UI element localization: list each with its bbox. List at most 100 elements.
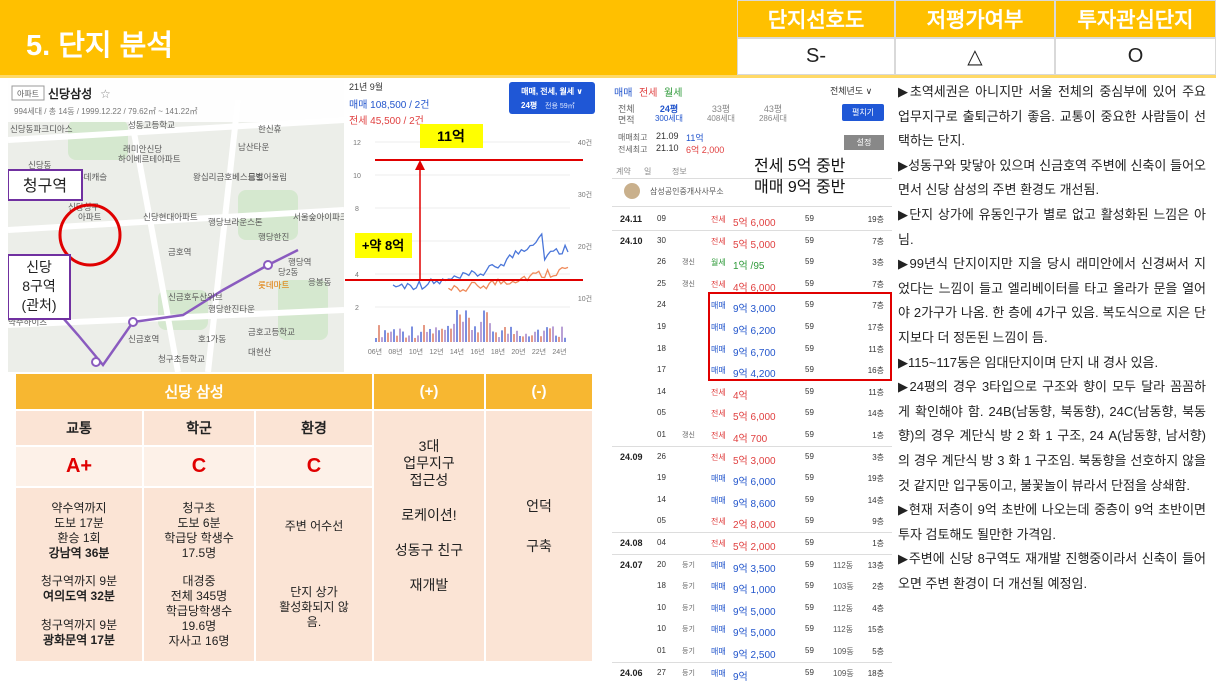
deal-cell: 9억 6,200 (733, 326, 776, 337)
deal-cell: 24.08 (620, 538, 643, 548)
agent-avatar (624, 183, 640, 199)
road (125, 99, 181, 372)
deal-cell: 09 (657, 214, 666, 223)
divider (612, 178, 892, 179)
deal-cell: 매매 (711, 625, 726, 635)
deal-cell: 7층 (872, 236, 884, 246)
deal-cell: 9층 (872, 517, 884, 527)
volume-bar (531, 335, 533, 342)
deal-cell: 59 (805, 516, 814, 526)
volume-bar (456, 310, 458, 342)
detail-line: 환승 1회 (57, 530, 101, 545)
chart-sale: 매매 108,500 / 2건 (349, 99, 429, 111)
volume-bar (537, 329, 539, 342)
category-header: 환경 (255, 410, 373, 446)
period-filter: 전체년도 ∨ (830, 86, 873, 96)
x-tick-label: 16년 (470, 347, 484, 356)
grade: C (143, 446, 255, 487)
volume-bar (402, 331, 404, 342)
map-label: 한신휴 (258, 124, 282, 134)
size-option: 43평 (763, 104, 783, 114)
map-label: 호1가동 (198, 334, 226, 344)
max-label: 전세최고 (618, 145, 648, 154)
volume-bar (444, 329, 446, 342)
agent-name: 삼성공인중개사사무소 (650, 187, 724, 196)
filter-box (509, 82, 595, 114)
deal-cell: 9억 (733, 671, 748, 683)
chart-filter: 매매, 전세, 월세 ∨ (521, 86, 583, 96)
column-header: 계약 (616, 167, 631, 176)
deal-cell: 1층 (872, 431, 884, 440)
deal-cell: 59 (805, 257, 814, 267)
detail-block: 약수역까지 도보 17분 환승 1회 강남역 36분 (49, 501, 110, 561)
deal-cell: 9억 6,700 (733, 347, 776, 359)
minus-item: 구축 (526, 538, 552, 554)
category-header: 교통 (15, 410, 143, 446)
divider (612, 661, 892, 663)
volume-bar (516, 330, 518, 342)
plus-item: 3대 업무지구 접근성 (403, 438, 455, 489)
map-label: 성동고등학교 (128, 120, 175, 130)
volume-bar (459, 314, 461, 342)
deal-cell: 4층 (872, 603, 884, 613)
plus-cell: 3대 업무지구 접근성 로케이션! 성동구 친구 재개발 (373, 410, 485, 662)
deal-cell: 24.07 (620, 559, 643, 570)
x-tick-label: 18년 (491, 347, 505, 356)
deal-cell: 16층 (867, 366, 884, 376)
deal-cell: 3층 (872, 452, 884, 462)
chart-size: 24평 (521, 100, 537, 110)
x-tick-label: 08년 (388, 347, 402, 356)
overlay-note: 매매 9억 중반 (754, 173, 846, 197)
detail-line: 자사고 16명 (168, 633, 230, 648)
deal-cell: 5억 6,000 (733, 218, 776, 229)
deal-cell: 59 (805, 235, 814, 245)
deal-cell: 매매 (711, 474, 726, 484)
deal-cell: 30 (657, 235, 666, 245)
deal-cell: 전세 (711, 452, 726, 462)
volume-bar (483, 310, 485, 342)
chart-jeonse: 전세 45,500 / 2건 (349, 115, 424, 127)
map-tag-box (11, 85, 45, 101)
map-label: 신금호역 (128, 334, 159, 344)
deal-cell: 전세 (711, 279, 726, 289)
deal-cell: 18 (657, 581, 666, 591)
map-label: 행당한진 (258, 232, 289, 242)
deal-cell: 109동 (833, 647, 854, 656)
detail-block: 주변 어수선 (285, 519, 344, 534)
volume-bar (504, 327, 506, 342)
size-option: 33평 (711, 104, 731, 114)
station (263, 260, 273, 270)
volume-bar (423, 325, 425, 342)
map-label: 롯데마트 (258, 280, 289, 290)
map-label: 행당한진타운 (208, 304, 255, 314)
plus-item: 성동구 친구 (395, 542, 463, 559)
plus-line: 성동구 친구 (394, 542, 464, 558)
x-tick-label: 24년 (552, 347, 566, 356)
map-label: 하이베르테아파트 (118, 154, 181, 164)
volume-bar (387, 332, 389, 342)
deal-cell: 59 (805, 365, 814, 375)
map-label: 금호역 (168, 247, 191, 257)
deal-cell: 10 (657, 602, 666, 612)
detail-line: 17.5명 (181, 545, 217, 560)
map-label: 구롯데캐슬 (68, 172, 107, 182)
volume-bar (408, 335, 410, 342)
y-tick-label: 2 (355, 305, 359, 312)
map-label: 서울숲아이파크 (293, 212, 344, 222)
map-label: 래미안신당 (123, 144, 162, 154)
note-paragraph: ▶초역세권은 아니지만 서울 전체의 중심부에 있어 주요 업무지구로 출퇴근하… (898, 84, 1206, 149)
map-label: 대현산 (248, 347, 272, 357)
deal-cell: 9억 4,200 (733, 369, 776, 381)
annotation: +약 8억 (362, 238, 404, 253)
deal-cell: 2층 (872, 582, 884, 592)
chart-date: 21년 9월 (349, 81, 383, 92)
deal-cell: 5억 6,000 (733, 412, 776, 424)
note-paragraph: ▶115~117동은 임대단지이며 단지 내 경사 있음. (898, 354, 1159, 370)
volume-bar (375, 338, 377, 342)
deal-cell: 19 (657, 322, 666, 331)
deal-cell: 5억 2,000 (733, 542, 776, 553)
deal-cell: 매매 (711, 668, 726, 678)
deal-cell: 매매 (711, 344, 726, 354)
callout-zone: 8구역 (22, 278, 56, 294)
